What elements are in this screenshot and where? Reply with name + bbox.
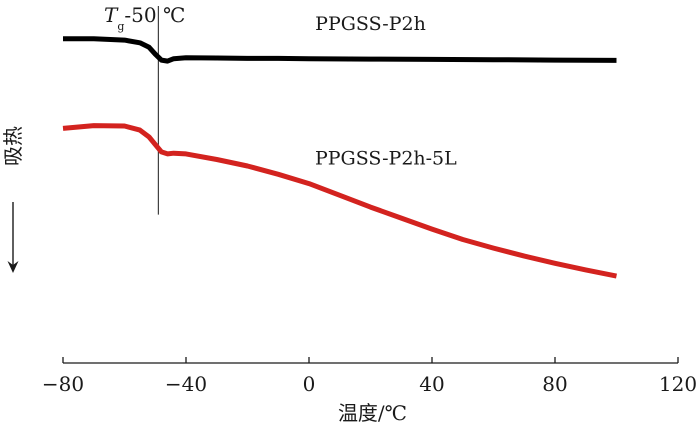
x-tick-label: 80 bbox=[542, 372, 567, 396]
series-line-1 bbox=[63, 36, 617, 64]
y-axis-title: 吸热 bbox=[1, 126, 25, 166]
x-tick-label: 0 bbox=[303, 372, 316, 396]
y-axis-arrow-head bbox=[7, 261, 19, 273]
tg-annotation: Tg-50 ℃ bbox=[104, 3, 185, 215]
x-axis: −80 −40 0 40 80 120 温度/℃ bbox=[42, 357, 697, 425]
tg-label-value: -50 ℃ bbox=[124, 3, 185, 27]
series-label-1: PPGSS-P2h bbox=[315, 13, 426, 35]
x-tick-label: −40 bbox=[165, 372, 207, 396]
x-tick-label: 120 bbox=[659, 372, 697, 396]
tg-label-subscript: g bbox=[117, 20, 124, 33]
x-tick-label: 40 bbox=[419, 372, 444, 396]
x-tick-label: −80 bbox=[42, 372, 84, 396]
series-group bbox=[62, 36, 617, 279]
series-line-2 bbox=[62, 123, 617, 279]
y-axis-label: 吸热 bbox=[1, 126, 25, 273]
tg-label: Tg-50 ℃ bbox=[104, 3, 185, 33]
x-axis-title: 温度/℃ bbox=[338, 401, 407, 425]
series-label-2: PPGSS-P2h-5L bbox=[315, 148, 457, 170]
series-labels: PPGSS-P2h PPGSS-P2h-5L bbox=[315, 13, 457, 170]
tg-label-symbol: T bbox=[104, 3, 119, 27]
